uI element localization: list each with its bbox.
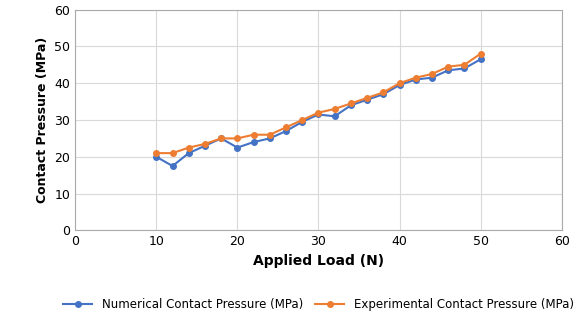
Numerical Contact Pressure (MPa) — [169, 164, 176, 168]
Experimental Contact Pressure (MPa) — [396, 81, 403, 85]
Experimental Contact Pressure (MPa) — [445, 65, 452, 68]
Experimental Contact Pressure (MPa) — [364, 96, 371, 100]
Experimental Contact Pressure (MPa) — [331, 107, 338, 111]
Numerical Contact Pressure (MPa) — [396, 83, 403, 87]
Experimental Contact Pressure (MPa) — [201, 142, 208, 146]
Experimental Contact Pressure (MPa) — [266, 133, 273, 137]
Numerical Contact Pressure (MPa) — [218, 136, 225, 140]
Experimental Contact Pressure (MPa) — [428, 72, 435, 76]
Numerical Contact Pressure (MPa) — [283, 129, 290, 133]
Numerical Contact Pressure (MPa) — [315, 113, 322, 116]
Numerical Contact Pressure (MPa) — [380, 92, 387, 96]
Experimental Contact Pressure (MPa) — [250, 133, 257, 137]
Experimental Contact Pressure (MPa) — [234, 136, 241, 140]
Experimental Contact Pressure (MPa) — [380, 91, 387, 94]
Numerical Contact Pressure (MPa) — [331, 114, 338, 118]
Numerical Contact Pressure (MPa) — [445, 68, 452, 72]
Line: Experimental Contact Pressure (MPa): Experimental Contact Pressure (MPa) — [153, 51, 483, 156]
Numerical Contact Pressure (MPa) — [428, 76, 435, 80]
Experimental Contact Pressure (MPa) — [185, 146, 192, 149]
Numerical Contact Pressure (MPa) — [266, 136, 273, 140]
Numerical Contact Pressure (MPa) — [412, 78, 419, 82]
Experimental Contact Pressure (MPa) — [477, 52, 484, 56]
Numerical Contact Pressure (MPa) — [185, 151, 192, 155]
Experimental Contact Pressure (MPa) — [153, 151, 160, 155]
X-axis label: Applied Load (N): Applied Load (N) — [253, 254, 384, 268]
Experimental Contact Pressure (MPa) — [412, 76, 419, 80]
Experimental Contact Pressure (MPa) — [461, 63, 468, 67]
Numerical Contact Pressure (MPa) — [477, 57, 484, 61]
Numerical Contact Pressure (MPa) — [250, 140, 257, 144]
Numerical Contact Pressure (MPa) — [347, 103, 354, 107]
Line: Numerical Contact Pressure (MPa): Numerical Contact Pressure (MPa) — [153, 57, 483, 169]
Legend: Numerical Contact Pressure (MPa), Experimental Contact Pressure (MPa): Numerical Contact Pressure (MPa), Experi… — [63, 298, 574, 311]
Experimental Contact Pressure (MPa) — [347, 101, 354, 105]
Experimental Contact Pressure (MPa) — [218, 136, 225, 140]
Numerical Contact Pressure (MPa) — [234, 146, 241, 149]
Numerical Contact Pressure (MPa) — [364, 98, 371, 102]
Numerical Contact Pressure (MPa) — [201, 144, 208, 148]
Experimental Contact Pressure (MPa) — [299, 118, 306, 122]
Experimental Contact Pressure (MPa) — [169, 151, 176, 155]
Y-axis label: Contact Pressure (MPa): Contact Pressure (MPa) — [36, 37, 49, 203]
Numerical Contact Pressure (MPa) — [461, 67, 468, 70]
Experimental Contact Pressure (MPa) — [315, 111, 322, 115]
Experimental Contact Pressure (MPa) — [283, 125, 290, 129]
Numerical Contact Pressure (MPa) — [299, 120, 306, 124]
Numerical Contact Pressure (MPa) — [153, 155, 160, 159]
